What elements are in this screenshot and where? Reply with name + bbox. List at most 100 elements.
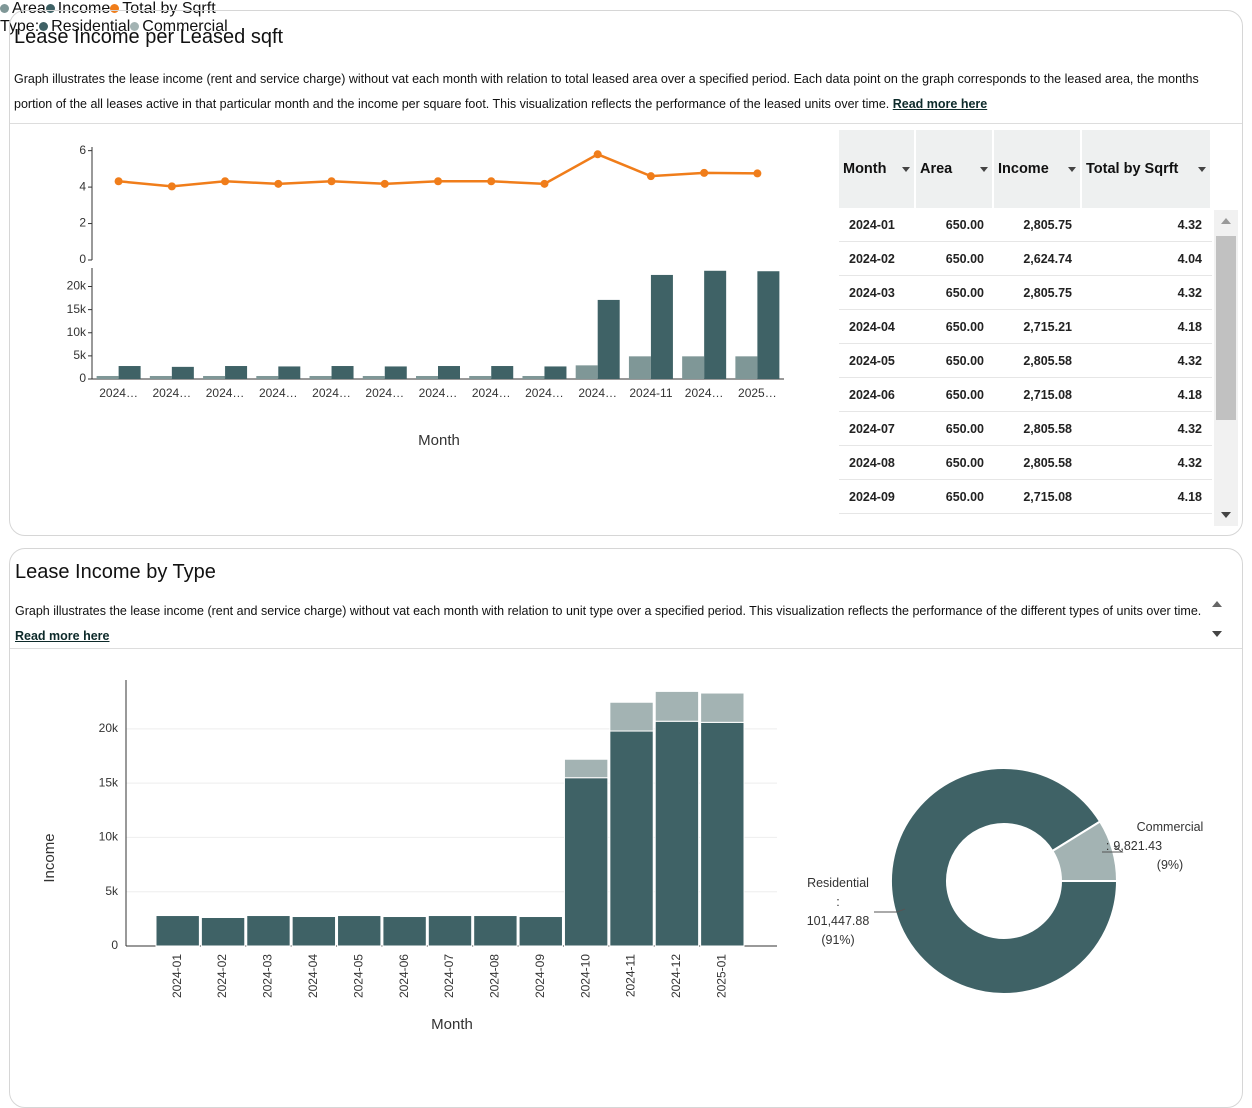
bar [200, 917, 246, 947]
read-more-link[interactable]: Read more here [15, 629, 110, 643]
y-tick-label: 20k [67, 279, 87, 293]
x-tick-label: 2025-01 [714, 954, 728, 998]
x-tick-label: 2024… [259, 386, 298, 400]
table-cell: 2,805.75 [994, 208, 1082, 242]
bar [757, 271, 780, 379]
leader-line [1102, 845, 1124, 853]
panel-description: Graph illustrates the lease income (rent… [14, 67, 1206, 117]
table-cell: 2,805.58 [994, 412, 1082, 446]
legend-item: Residential [39, 18, 130, 35]
x-tick-label: 2024… [365, 386, 404, 400]
bar [438, 366, 460, 379]
point [700, 168, 709, 177]
table-cell: 2024-03 [839, 276, 916, 310]
bar [291, 916, 337, 947]
x-axis-title: Month [418, 432, 460, 449]
scroll-up[interactable] [1212, 601, 1222, 607]
scroll-thumb[interactable] [1216, 236, 1236, 420]
table-cell: 650.00 [916, 242, 994, 276]
scroll-up[interactable] [1221, 218, 1231, 224]
legend-item: Total by Sqrft [110, 0, 216, 17]
column-header[interactable]: Area [916, 130, 992, 208]
y-tick-label: 0 [79, 371, 86, 385]
x-tick-label: 2024-03 [261, 954, 275, 998]
scroll-down[interactable] [1212, 631, 1222, 637]
leader-line [874, 908, 906, 913]
bar [416, 375, 438, 379]
label-part: 101,447.88 [807, 914, 870, 928]
table-cell: 2,715.08 [994, 378, 1082, 412]
scrollbar[interactable] [1214, 210, 1238, 526]
point [593, 150, 602, 159]
table-cell: 2024-05 [839, 344, 916, 378]
point [434, 177, 442, 186]
panel-description: Graph illustrates the lease income (rent… [15, 599, 1206, 649]
panel-title: Lease Income by Type [15, 561, 216, 583]
x-tick-label: 2024-09 [533, 954, 547, 998]
legend-label: Commercial [142, 18, 228, 35]
scroll-down[interactable] [1221, 512, 1231, 518]
x-tick-label: 2024-07 [442, 954, 456, 998]
table-cell: 2,715.08 [994, 480, 1082, 514]
column-header[interactable]: Month [839, 130, 914, 208]
bar [654, 690, 700, 722]
bar [203, 375, 226, 379]
y-axis-title: Income [41, 833, 58, 882]
y2-tick-label: 0 [79, 252, 86, 266]
bar [171, 366, 194, 379]
x-tick-label: 2024-11 [624, 954, 638, 997]
legend-swatch [0, 4, 9, 13]
x-tick-label: 2024-04 [306, 954, 320, 998]
y-tick-label: 0 [111, 938, 118, 952]
legend-swatch [45, 4, 55, 13]
divider [10, 123, 1242, 124]
legend-swatch [39, 22, 49, 31]
table-cell: 650.00 [916, 446, 994, 480]
bar [609, 730, 654, 947]
data-table: Month Area Income Total by Sqrft 2024-01 650.… [839, 130, 1212, 527]
x-tick-label: 2024… [152, 386, 191, 400]
bar [96, 375, 119, 379]
bar [597, 299, 620, 379]
bar [654, 720, 700, 947]
slice-label-text: Commercial:9,821.43 (9%) [1106, 820, 1203, 872]
y2-tick-label: 6 [79, 143, 86, 157]
bar [427, 915, 473, 947]
legend: Area Income Total by Sqrft [0, 0, 1252, 18]
bar [118, 366, 141, 379]
bar [544, 366, 567, 379]
x-tick-label: 2024… [312, 386, 351, 400]
table-cell: 4.32 [1082, 412, 1212, 446]
label-part: 9,821.43 [1113, 839, 1162, 853]
y-tick-label: 15k [67, 302, 87, 316]
table-cell: 2024-01 [839, 208, 916, 242]
bar [384, 366, 407, 379]
bar [682, 356, 705, 379]
bar [650, 274, 673, 379]
bar [331, 366, 354, 379]
y2-tick-label: 2 [79, 216, 86, 230]
legend-label: Total by Sqrft [122, 0, 216, 17]
table-cell: 2024-06 [839, 378, 916, 412]
column-header[interactable]: Total by Sqrft [1082, 130, 1210, 208]
x-tick-label: 2024… [685, 386, 724, 400]
y2-tick-label: 4 [79, 179, 86, 193]
bar [735, 356, 758, 379]
y-tick-label: 10k [67, 325, 87, 339]
bar [309, 375, 332, 379]
x-axis-title: Month [431, 1016, 473, 1033]
bar [382, 916, 427, 947]
table-cell: 2,805.75 [994, 276, 1082, 310]
bar [563, 758, 609, 779]
read-more-link[interactable]: Read more here [892, 97, 988, 111]
bar [704, 270, 727, 379]
y-tick-label: 15k [99, 775, 119, 789]
donut-slice [890, 767, 1119, 995]
bar [225, 366, 248, 379]
x-tick-label: 2024-05 [351, 954, 365, 998]
table-cell: 4.18 [1082, 310, 1212, 344]
column-header[interactable]: Income [994, 130, 1080, 208]
point [487, 177, 496, 186]
charts: 0 5k 10k 15k 20k 0 2 4 6 2024… 2024… 2024… 2024… 2024… [41, 143, 1203, 1033]
